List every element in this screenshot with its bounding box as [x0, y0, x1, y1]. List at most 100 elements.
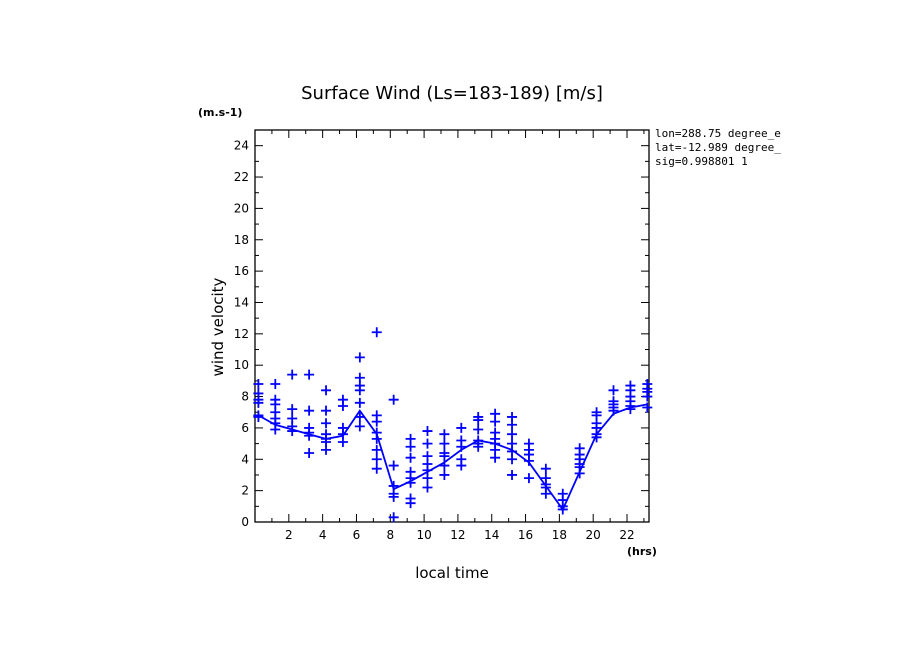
- data-point: [456, 441, 467, 452]
- data-point: [642, 402, 653, 413]
- data-point: [253, 379, 264, 390]
- data-point: [625, 404, 636, 415]
- data-point: [287, 404, 298, 415]
- data-point: [507, 469, 518, 480]
- data-point: [439, 429, 450, 440]
- x-tick-label: 10: [416, 528, 431, 542]
- data-point: [321, 444, 332, 455]
- data-point: [337, 437, 348, 448]
- data-point: [371, 463, 382, 474]
- data-point: [608, 385, 619, 396]
- data-point: [405, 452, 416, 463]
- data-point: [439, 438, 450, 449]
- y-tick-label: 4: [241, 452, 249, 466]
- plot-frame: [254, 129, 650, 523]
- x-tick-label: 8: [386, 528, 394, 542]
- data-point: [439, 451, 450, 462]
- data-point: [304, 430, 315, 441]
- data-point: [523, 455, 534, 466]
- x-tick-label: 20: [586, 528, 601, 542]
- data-point: [642, 391, 653, 402]
- data-point: [405, 477, 416, 488]
- annotation-sig: sig=0.998801 1: [655, 155, 748, 168]
- data-point: [388, 394, 399, 405]
- data-point: [321, 385, 332, 396]
- y-tick-label: 14: [234, 295, 249, 309]
- y-tick-label: 20: [234, 201, 249, 215]
- data-point: [473, 424, 484, 435]
- y-tick-label: 22: [234, 170, 249, 184]
- data-point: [473, 415, 484, 426]
- y-tick-label: 8: [241, 390, 249, 404]
- data-point: [507, 419, 518, 430]
- data-point: [253, 411, 264, 422]
- y-unit-label: (m.s-1): [198, 106, 242, 119]
- x-axis-label: local time: [415, 564, 489, 582]
- data-point: [540, 463, 551, 474]
- data-point: [371, 433, 382, 444]
- data-point: [507, 454, 518, 465]
- data-point: [321, 405, 332, 416]
- chart-title: Surface Wind (Ls=183-189) [m/s]: [301, 83, 603, 104]
- data-point: [490, 416, 501, 427]
- y-tick-label: 16: [234, 264, 249, 278]
- x-unit-label: (hrs): [627, 545, 657, 558]
- y-tick-label: 10: [234, 358, 249, 372]
- x-tick-label: 12: [450, 528, 465, 542]
- data-point: [337, 400, 348, 411]
- data-point: [540, 488, 551, 499]
- data-point: [591, 432, 602, 443]
- mean-line: [257, 403, 648, 512]
- data-point: [574, 468, 585, 479]
- y-tick-label: 12: [234, 327, 249, 341]
- data-point: [253, 397, 264, 408]
- data-point: [439, 469, 450, 480]
- data-point: [388, 460, 399, 471]
- annotation-lat: lat=-12.989 degree_: [655, 141, 781, 154]
- data-point: [422, 473, 433, 484]
- data-point: [287, 369, 298, 380]
- data-point: [354, 421, 365, 432]
- data-point: [371, 444, 382, 455]
- data-point: [507, 429, 518, 440]
- y-tick-label: 24: [234, 139, 249, 153]
- data-point: [608, 405, 619, 416]
- data-point: [422, 438, 433, 449]
- data-point: [490, 452, 501, 463]
- x-tick-label: 4: [319, 528, 327, 542]
- x-tick-label: 2: [285, 528, 293, 542]
- data-point: [287, 426, 298, 437]
- x-tick-label: 18: [552, 528, 567, 542]
- data-point: [304, 405, 315, 416]
- data-point: [473, 441, 484, 452]
- data-point: [371, 327, 382, 338]
- data-point: [388, 491, 399, 502]
- data-point: [304, 448, 315, 459]
- y-tick-label: 0: [241, 515, 249, 529]
- data-point: [523, 473, 534, 484]
- data-point: [354, 411, 365, 422]
- data-point: [354, 352, 365, 363]
- x-tick-label: 22: [619, 528, 634, 542]
- data-point: [439, 460, 450, 471]
- data-point: [270, 424, 281, 435]
- data-point: [371, 454, 382, 465]
- data-point: [405, 441, 416, 452]
- annotation-lon: lon=288.75 degree_e: [655, 127, 781, 140]
- data-point: [354, 385, 365, 396]
- data-point: [405, 498, 416, 509]
- y-tick-label: 6: [241, 421, 249, 435]
- x-tick-label: 16: [518, 528, 533, 542]
- data-point: [388, 512, 399, 523]
- data-point: [321, 418, 332, 429]
- data-point: [422, 482, 433, 493]
- y-axis-label: wind velocity: [209, 277, 227, 376]
- data-point: [270, 379, 281, 390]
- data-point: [304, 369, 315, 380]
- y-tick-label: 18: [234, 233, 249, 247]
- data-point: [422, 426, 433, 437]
- y-tick-label: 2: [241, 484, 249, 498]
